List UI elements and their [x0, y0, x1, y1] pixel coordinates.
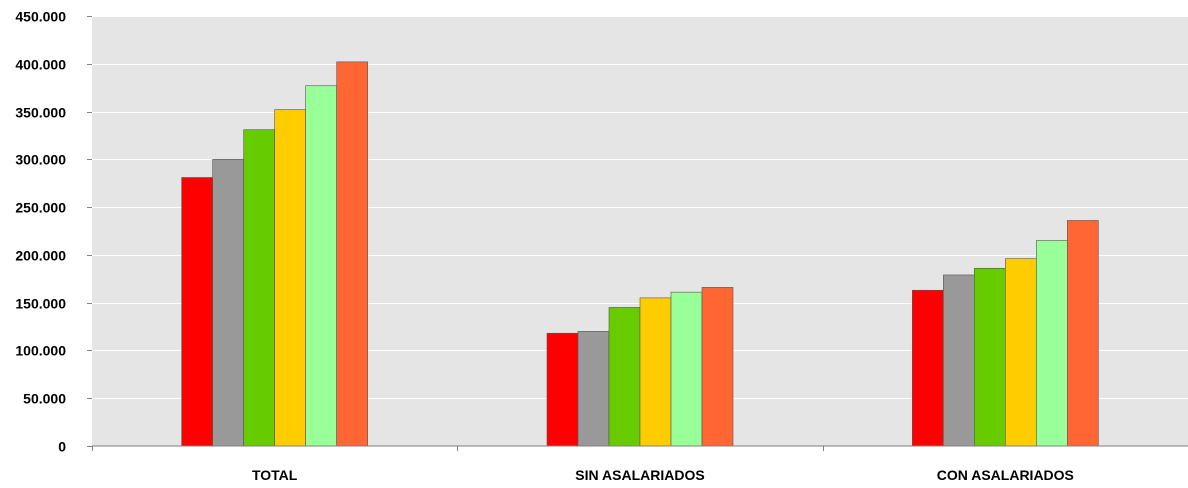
- bar: [577, 331, 610, 447]
- y-tick-label: 200.000: [15, 248, 66, 264]
- bar: [701, 287, 734, 447]
- bar: [1005, 258, 1037, 447]
- x-category-label: TOTAL: [252, 467, 298, 483]
- y-tick-label: 450.000: [15, 9, 66, 25]
- x-axis-categories: TOTAL SIN ASALARIADOS CON ASALARIADOS: [92, 446, 1074, 483]
- bars: [181, 61, 1099, 447]
- bar: [181, 177, 213, 447]
- bar: [670, 291, 703, 447]
- y-axis-ticks: 0 50.000 100.000 150.000 200.000 250.000 300.0…: [15, 9, 92, 455]
- y-tick-label: 150.000: [15, 296, 66, 312]
- bar: [608, 307, 641, 447]
- y-tick-label: 400.000: [15, 57, 66, 73]
- bar: [212, 159, 244, 447]
- y-tick-label: 300.000: [15, 152, 66, 168]
- y-tick-label: 350.000: [15, 105, 66, 121]
- bar: [912, 289, 944, 447]
- bar: [546, 332, 579, 447]
- bar: [1036, 240, 1068, 447]
- x-category-label: CON ASALARIADOS: [937, 467, 1074, 483]
- bar: [639, 297, 672, 447]
- bar: [1067, 220, 1099, 447]
- bar: [305, 85, 337, 447]
- bar: [943, 274, 975, 447]
- y-tick-label: 0: [58, 439, 66, 455]
- y-tick-label: 100.000: [15, 343, 66, 359]
- bar: [243, 129, 275, 447]
- y-tick-label: 250.000: [15, 200, 66, 216]
- bar: [336, 61, 368, 447]
- y-tick-label: 50.000: [23, 391, 66, 407]
- bar: [274, 109, 306, 447]
- x-category-label: SIN ASALARIADOS: [575, 467, 704, 483]
- bar: [974, 267, 1006, 447]
